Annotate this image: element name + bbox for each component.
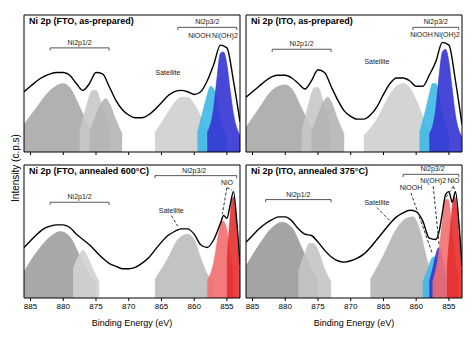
svg-text:875: 875	[89, 302, 103, 311]
svg-text:880: 880	[279, 302, 293, 311]
svg-text:NiOOH: NiOOH	[400, 184, 423, 191]
svg-text:Ni2p3/2: Ni2p3/2	[420, 165, 444, 173]
svg-text:855: 855	[442, 302, 456, 311]
svg-text:NiO: NiO	[221, 179, 234, 186]
svg-text:Ni2p3/2: Ni2p3/2	[424, 18, 448, 26]
svg-text:Ni(OH)2: Ni(OH)2	[420, 177, 446, 185]
svg-text:Ni2p3/2: Ni2p3/2	[182, 167, 206, 175]
html-text:Ni 2p (FTO, as-prepared): Ni 2p (FTO, as-prepared)	[29, 16, 134, 26]
svg-text:Ni(OH)2: Ni(OH)2	[434, 31, 460, 39]
svg-text:Ni2p1/2: Ni2p1/2	[290, 40, 314, 48]
svg-text:Satellite: Satellite	[364, 199, 389, 206]
svg-text:Binding Energy (eV): Binding Energy (eV)	[92, 318, 173, 328]
svg-text:870: 870	[344, 302, 358, 311]
svg-text:NiOOH: NiOOH	[188, 32, 211, 39]
svg-text:880: 880	[57, 302, 71, 311]
html-text:Ni 2p (FTO, annealed 600°C): Ni 2p (FTO, annealed 600°C)	[29, 166, 149, 176]
svg-text:860: 860	[188, 302, 202, 311]
svg-text:Ni2p3/2: Ni2p3/2	[195, 18, 219, 26]
svg-text:NiO: NiO	[447, 177, 460, 184]
svg-text:Ni2p1/2: Ni2p1/2	[68, 39, 92, 47]
svg-text:865: 865	[155, 302, 169, 311]
svg-text:Binding Energy (eV): Binding Energy (eV)	[314, 318, 395, 328]
svg-text:Satellite: Satellite	[364, 58, 389, 65]
svg-text:Ni2p1/2: Ni2p1/2	[68, 193, 92, 201]
svg-text:NiOOH: NiOOH	[410, 31, 433, 38]
svg-text:Ni2p1/2: Ni2p1/2	[286, 191, 310, 199]
svg-text:855: 855	[220, 302, 234, 311]
svg-text:865: 865	[377, 302, 391, 311]
svg-text:885: 885	[246, 302, 260, 311]
html-text:Ni 2p (ITO, as-prepared): Ni 2p (ITO, as-prepared)	[251, 16, 353, 26]
svg-text:885: 885	[24, 302, 38, 311]
svg-text:875: 875	[311, 302, 325, 311]
svg-text:Satellite: Satellite	[156, 69, 181, 76]
svg-text:870: 870	[122, 302, 136, 311]
svg-text:Satellite: Satellite	[159, 207, 184, 214]
html-text:Intensity (c.p.s): Intensity (c.p.s)	[9, 134, 21, 202]
svg-text:860: 860	[410, 302, 424, 311]
html-text:Ni 2p (ITO, annealed 375°C): Ni 2p (ITO, annealed 375°C)	[251, 166, 368, 176]
svg-text:Ni(OH)2: Ni(OH)2	[212, 32, 238, 40]
